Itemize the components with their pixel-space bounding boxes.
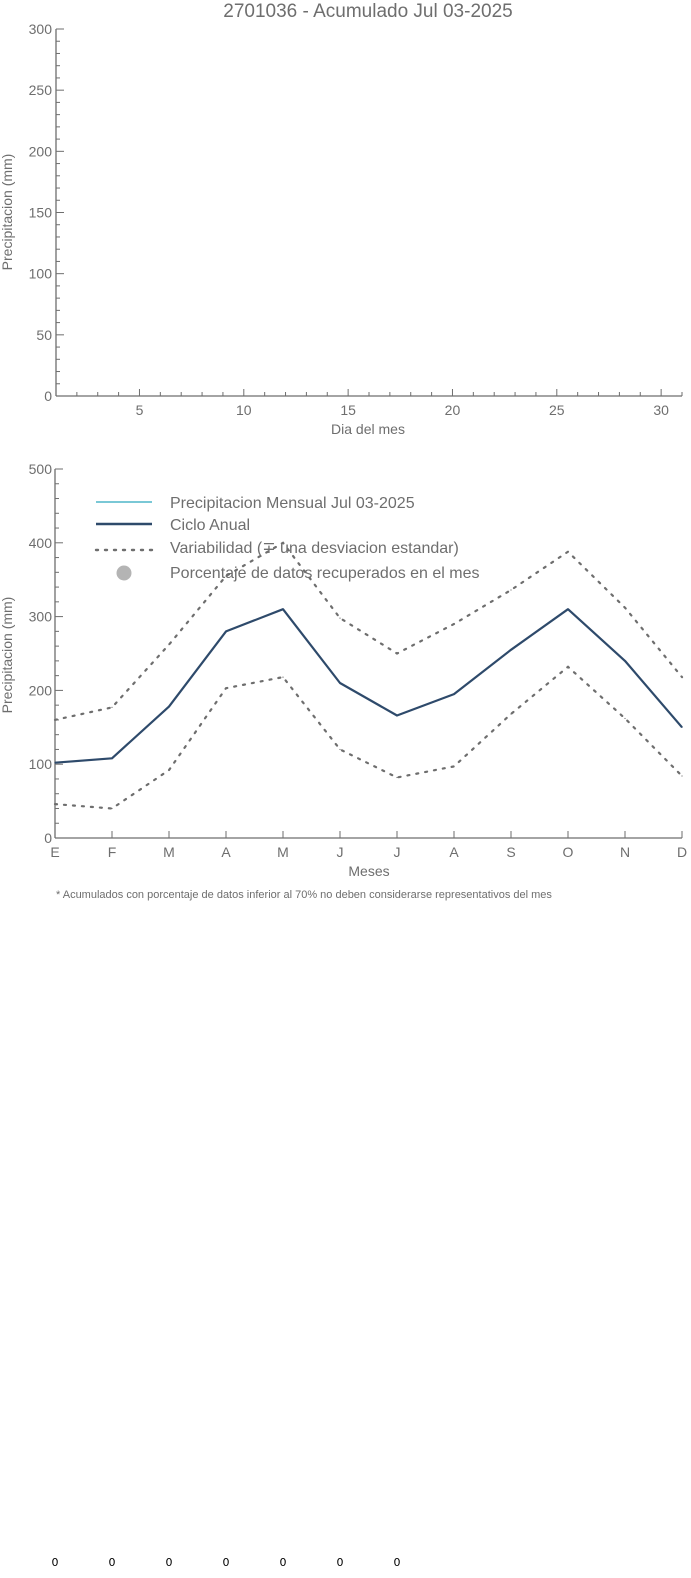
y-tick-label: 200 bbox=[29, 682, 53, 698]
legend-label: Variabilidad (∓ una desviacion estandar) bbox=[170, 540, 459, 557]
x-tick-label: 30 bbox=[653, 402, 669, 418]
chart-title: 2701036 - Acumulado Jul 03-2025 bbox=[223, 1, 512, 22]
x-axis-label: Dia del mes bbox=[331, 421, 405, 437]
annual-cycle-chart: Precipitacion (mm) Meses 0 100 200 300 400 50… bbox=[0, 461, 687, 901]
data-point bbox=[567, 608, 569, 610]
data-point bbox=[339, 682, 341, 684]
percent-recovered-row: 0 0 0 0 0 0 0 bbox=[52, 1556, 401, 1569]
data-point bbox=[54, 803, 56, 805]
data-point bbox=[681, 775, 683, 777]
legend-label: Ciclo Anual bbox=[170, 517, 250, 534]
y-tick-label: 0 bbox=[44, 388, 52, 404]
data-point bbox=[510, 649, 512, 651]
variability-upper-line bbox=[53, 541, 684, 722]
data-point bbox=[225, 687, 227, 689]
annual-cycle-line bbox=[54, 608, 683, 764]
y-tick-label: 100 bbox=[29, 756, 53, 772]
data-point bbox=[54, 762, 56, 764]
x-tick-label: 20 bbox=[445, 402, 461, 418]
data-point bbox=[168, 644, 170, 646]
footnote: * Acumulados con porcentaje de datos inf… bbox=[56, 889, 552, 901]
y-tick-label: 150 bbox=[29, 205, 53, 221]
data-point bbox=[111, 807, 113, 810]
daily-accumulation-chart: 2701036 - Acumulado Jul 03-2025 Precipit… bbox=[0, 1, 683, 437]
x-axis-label: Meses bbox=[348, 863, 389, 879]
data-point bbox=[111, 757, 113, 759]
data-point bbox=[624, 660, 626, 662]
data-point bbox=[396, 776, 398, 779]
x-tick-label: N bbox=[620, 844, 630, 860]
legend: Precipitacion Mensual Jul 03-2025 Ciclo A… bbox=[94, 495, 480, 582]
data-point bbox=[510, 589, 512, 591]
percent-recovered-value: 0 bbox=[52, 1556, 59, 1569]
x-tick-label: A bbox=[221, 844, 231, 860]
data-point bbox=[225, 630, 227, 632]
data-point bbox=[681, 726, 683, 728]
x-tick-label: 5 bbox=[136, 402, 144, 418]
legend-label: Porcentaje de datos recuperados en el me… bbox=[170, 565, 480, 582]
x-tick-label: S bbox=[506, 844, 515, 860]
y-tick-label: 50 bbox=[36, 327, 52, 343]
data-point bbox=[282, 608, 284, 610]
data-point bbox=[396, 714, 398, 717]
data-point bbox=[567, 551, 569, 553]
y-axis-label: Precipitacion (mm) bbox=[0, 597, 15, 714]
x-tick-label: M bbox=[277, 844, 289, 860]
x-tick-label: E bbox=[50, 844, 59, 860]
x-tick-label: A bbox=[449, 844, 459, 860]
legend-label: Precipitacion Mensual Jul 03-2025 bbox=[170, 495, 415, 512]
data-point bbox=[453, 765, 455, 768]
data-point bbox=[396, 652, 398, 655]
data-point bbox=[453, 623, 455, 625]
x-tick-label: M bbox=[163, 844, 175, 860]
y-tick-label: 0 bbox=[44, 830, 52, 846]
percent-recovered-value: 0 bbox=[337, 1556, 344, 1569]
percent-recovered-value: 0 bbox=[166, 1556, 173, 1569]
data-point bbox=[168, 769, 170, 771]
y-tick-label: 400 bbox=[29, 535, 53, 551]
percent-recovered-value: 0 bbox=[394, 1556, 401, 1569]
x-tick-label: D bbox=[677, 844, 687, 860]
y-tick-label: 300 bbox=[29, 609, 53, 625]
data-point bbox=[225, 575, 227, 577]
data-point bbox=[54, 719, 56, 721]
data-point bbox=[282, 542, 284, 544]
percent-recovered-value: 0 bbox=[223, 1556, 230, 1569]
variability-lower-line bbox=[53, 665, 684, 810]
data-point bbox=[339, 617, 341, 619]
data-point bbox=[339, 748, 341, 751]
data-point bbox=[624, 717, 626, 720]
data-point bbox=[111, 706, 113, 708]
data-point bbox=[453, 693, 455, 695]
percent-recovered-value: 0 bbox=[280, 1556, 287, 1569]
percent-recovered-value: 0 bbox=[109, 1556, 116, 1569]
x-tick-label: 10 bbox=[236, 402, 252, 418]
x-tick-label: J bbox=[394, 844, 401, 860]
y-axis-label: Precipitacion (mm) bbox=[0, 154, 15, 271]
y-tick-label: 500 bbox=[29, 461, 53, 477]
x-tick-label: F bbox=[108, 844, 117, 860]
data-point bbox=[168, 706, 170, 708]
y-tick-label: 100 bbox=[29, 266, 53, 282]
x-tick-label: J bbox=[337, 844, 344, 860]
data-point bbox=[681, 676, 683, 678]
data-point bbox=[510, 713, 512, 715]
y-tick-label: 300 bbox=[29, 21, 53, 37]
data-point bbox=[282, 676, 284, 678]
data-point bbox=[624, 607, 626, 609]
y-tick-label: 200 bbox=[29, 143, 53, 159]
y-tick-label: 250 bbox=[29, 82, 53, 98]
data-point bbox=[567, 666, 569, 668]
legend-marker bbox=[116, 565, 132, 581]
x-tick-label: 15 bbox=[340, 402, 356, 418]
x-tick-label: O bbox=[563, 844, 574, 860]
x-tick-label: 25 bbox=[549, 402, 565, 418]
